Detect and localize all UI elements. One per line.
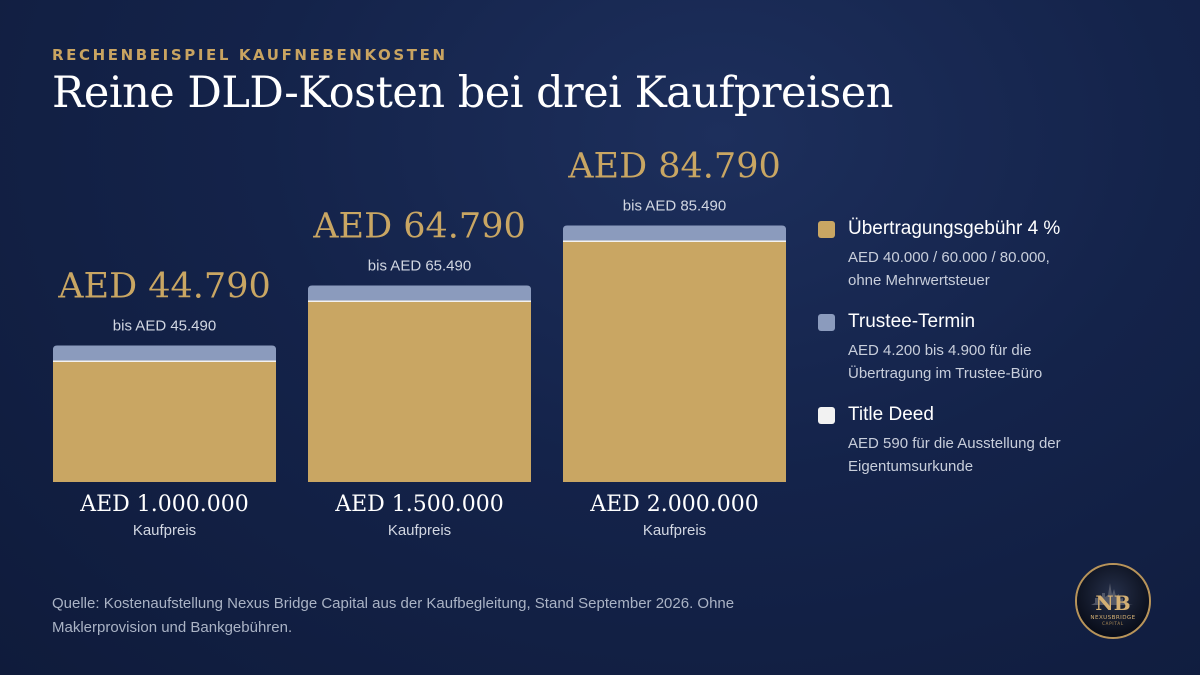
chart-legend: Übertragungsgebühr 4 % AED 40.000 / 60.0… [818,216,1158,495]
legend-desc-line: AED 590 für die Ausstellung der [848,435,1061,452]
x-tick-label: AED 1.500.000 [334,492,504,517]
logo-name: NEXUSBRIDGE [1090,615,1135,621]
bar-range-label: bis AED 65.490 [368,258,471,275]
x-tick-label: AED 2.000.000 [589,492,759,517]
bar-segment-transfer-fee [53,362,276,482]
legend-title-transfer-fee: Übertragungsgebühr 4 % [848,218,1061,239]
legend-swatch-title-deed [818,407,835,424]
bar-segment-trustee [308,285,531,301]
bar-segment-trustee [53,345,276,361]
x-tick-sublabel: Kaufpreis [643,522,706,539]
chart-title: Reine DLD-Kosten bei drei Kaufpreisen [52,68,893,118]
company-logo: NB NEXUSBRIDGE CAPITAL [1075,563,1151,639]
legend-desc-line: ohne Mehrwertsteuer [848,272,990,289]
bar-segment-transfer-fee [563,242,786,482]
legend-item-transfer-fee: Übertragungsgebühr 4 % AED 40.000 / 60.0… [818,216,1158,292]
bar-segment-trustee [563,225,786,241]
bar-segment-transfer-fee [308,302,531,482]
source-note: Quelle: Kostenaufstellung Nexus Bridge C… [52,592,952,640]
x-tick-label: AED 1.000.000 [79,492,249,517]
legend-item-title-deed: Title Deed AED 590 für die Ausstellung d… [818,402,1158,478]
legend-desc-line: AED 40.000 / 60.000 / 80.000, [848,249,1050,266]
x-tick-sublabel: Kaufpreis [133,522,196,539]
bar-segment-title-deed [563,240,786,242]
legend-title-trustee: Trustee-Termin [848,311,976,332]
legend-swatch-trustee [818,314,835,331]
logo-monogram: NB [1095,591,1130,615]
chart-eyebrow: RECHENBEISPIEL KAUFNEBENKOSTEN [52,46,448,64]
logo-tagline: CAPITAL [1102,621,1124,626]
legend-desc-trustee: AED 4.200 bis 4.900 für die Übertragung … [848,339,1158,385]
legend-item-trustee: Trustee-Termin AED 4.200 bis 4.900 für d… [818,309,1158,385]
legend-title-title-deed: Title Deed [848,404,934,425]
bar-total-label: AED 64.790 [312,207,525,247]
bar-total-label: AED 84.790 [567,147,780,187]
legend-desc-transfer-fee: AED 40.000 / 60.000 / 80.000, ohne Mehrw… [848,246,1158,292]
bar-range-label: bis AED 45.490 [113,318,216,335]
legend-desc-line: Übertragung im Trustee-Büro [848,365,1043,382]
x-tick-sublabel: Kaufpreis [388,522,451,539]
source-line: Maklerprovision und Bankgebühren. [52,619,293,636]
bar-segment-title-deed [308,300,531,302]
source-line: Quelle: Kostenaufstellung Nexus Bridge C… [52,595,735,612]
legend-swatch-transfer-fee [818,221,835,238]
legend-desc-line: AED 4.200 bis 4.900 für die [848,342,1032,359]
legend-desc-line: Eigentumsurkunde [848,458,974,475]
legend-desc-title-deed: AED 590 für die Ausstellung der Eigentum… [848,432,1158,478]
bar-range-label: bis AED 85.490 [623,198,726,215]
bar-total-label: AED 44.790 [57,267,270,307]
bar-segment-title-deed [53,360,276,362]
